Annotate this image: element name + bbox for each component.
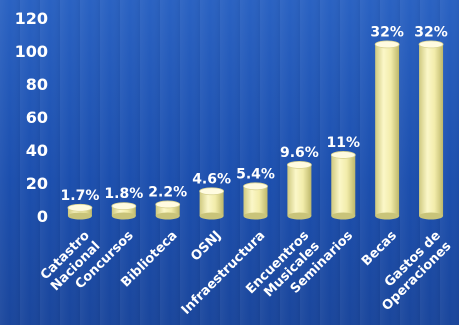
background-stripe bbox=[0, 0, 20, 325]
background-stripe bbox=[120, 0, 140, 325]
y-tick-label: 120 bbox=[15, 9, 48, 28]
data-labels: 1.7% 1.8% 2.2% 4.6% 5.4% 9.6% 11% 32% 32% bbox=[61, 24, 448, 203]
bar-base bbox=[67, 212, 92, 220]
background-stripe bbox=[60, 0, 80, 325]
background-stripe bbox=[180, 0, 200, 325]
y-tick-label: 100 bbox=[15, 42, 48, 61]
bar-base bbox=[331, 212, 356, 220]
bar-top bbox=[67, 203, 93, 212]
bar-body bbox=[67, 207, 92, 216]
bar bbox=[199, 187, 225, 220]
bar-base bbox=[419, 212, 444, 220]
y-tick-label: 60 bbox=[26, 108, 48, 127]
bar-body bbox=[287, 164, 312, 216]
background-stripe bbox=[400, 0, 420, 325]
background-stripe bbox=[40, 0, 60, 325]
bar-top bbox=[374, 40, 400, 49]
bar bbox=[67, 203, 93, 220]
background-stripe bbox=[200, 0, 220, 325]
bar-base bbox=[287, 212, 312, 220]
background-stripe bbox=[20, 0, 40, 325]
bar-base bbox=[155, 212, 180, 220]
data-label: 11% bbox=[327, 135, 361, 151]
bar-top bbox=[418, 40, 444, 49]
bar bbox=[111, 202, 137, 220]
background-stripe bbox=[100, 0, 120, 325]
data-label: 1.7% bbox=[61, 188, 100, 204]
bar-top bbox=[199, 187, 225, 196]
bar-base bbox=[199, 212, 224, 220]
bar-base bbox=[111, 212, 136, 220]
background-stripe bbox=[440, 0, 459, 325]
bar bbox=[155, 200, 181, 220]
y-tick-label: 40 bbox=[26, 141, 48, 160]
bar-body bbox=[111, 206, 136, 216]
bar bbox=[374, 40, 400, 220]
background-stripe bbox=[240, 0, 260, 325]
bar-body bbox=[419, 44, 444, 217]
background-stripe bbox=[80, 0, 100, 325]
background-stripe bbox=[160, 0, 180, 325]
data-label: 2.2% bbox=[148, 184, 187, 200]
bar-base bbox=[375, 212, 400, 220]
bar bbox=[286, 160, 312, 220]
y-tick-label: 20 bbox=[26, 174, 48, 193]
bars bbox=[67, 40, 444, 220]
background-stripe bbox=[260, 0, 280, 325]
bar-top bbox=[111, 202, 137, 211]
background-stripe bbox=[220, 0, 240, 325]
bar-top bbox=[155, 200, 181, 209]
bar-base bbox=[243, 212, 268, 220]
background-stripe bbox=[140, 0, 160, 325]
data-label: 1.8% bbox=[104, 186, 143, 202]
bar-body bbox=[331, 154, 356, 216]
y-tick-label: 80 bbox=[26, 75, 48, 94]
data-label: 4.6% bbox=[192, 171, 231, 187]
data-label: 32% bbox=[370, 24, 404, 40]
data-label: 9.6% bbox=[280, 145, 319, 161]
y-tick-label: 0 bbox=[37, 207, 48, 226]
background-stripe bbox=[300, 0, 320, 325]
bar-body bbox=[199, 191, 224, 216]
bar-body bbox=[155, 204, 180, 216]
bar bbox=[243, 182, 268, 220]
bar bbox=[330, 151, 356, 220]
bar-body bbox=[243, 186, 268, 216]
bar-body bbox=[375, 44, 400, 217]
bar-top bbox=[330, 151, 356, 159]
data-label: 32% bbox=[414, 24, 448, 40]
background-stripe bbox=[320, 0, 340, 325]
data-label: 5.4% bbox=[236, 166, 275, 182]
bar-top bbox=[286, 160, 312, 169]
y-axis: 0 20 40 60 80 100 120 bbox=[15, 9, 48, 226]
background-stripe bbox=[360, 0, 380, 325]
bar-top bbox=[243, 182, 268, 191]
bar bbox=[418, 40, 444, 220]
